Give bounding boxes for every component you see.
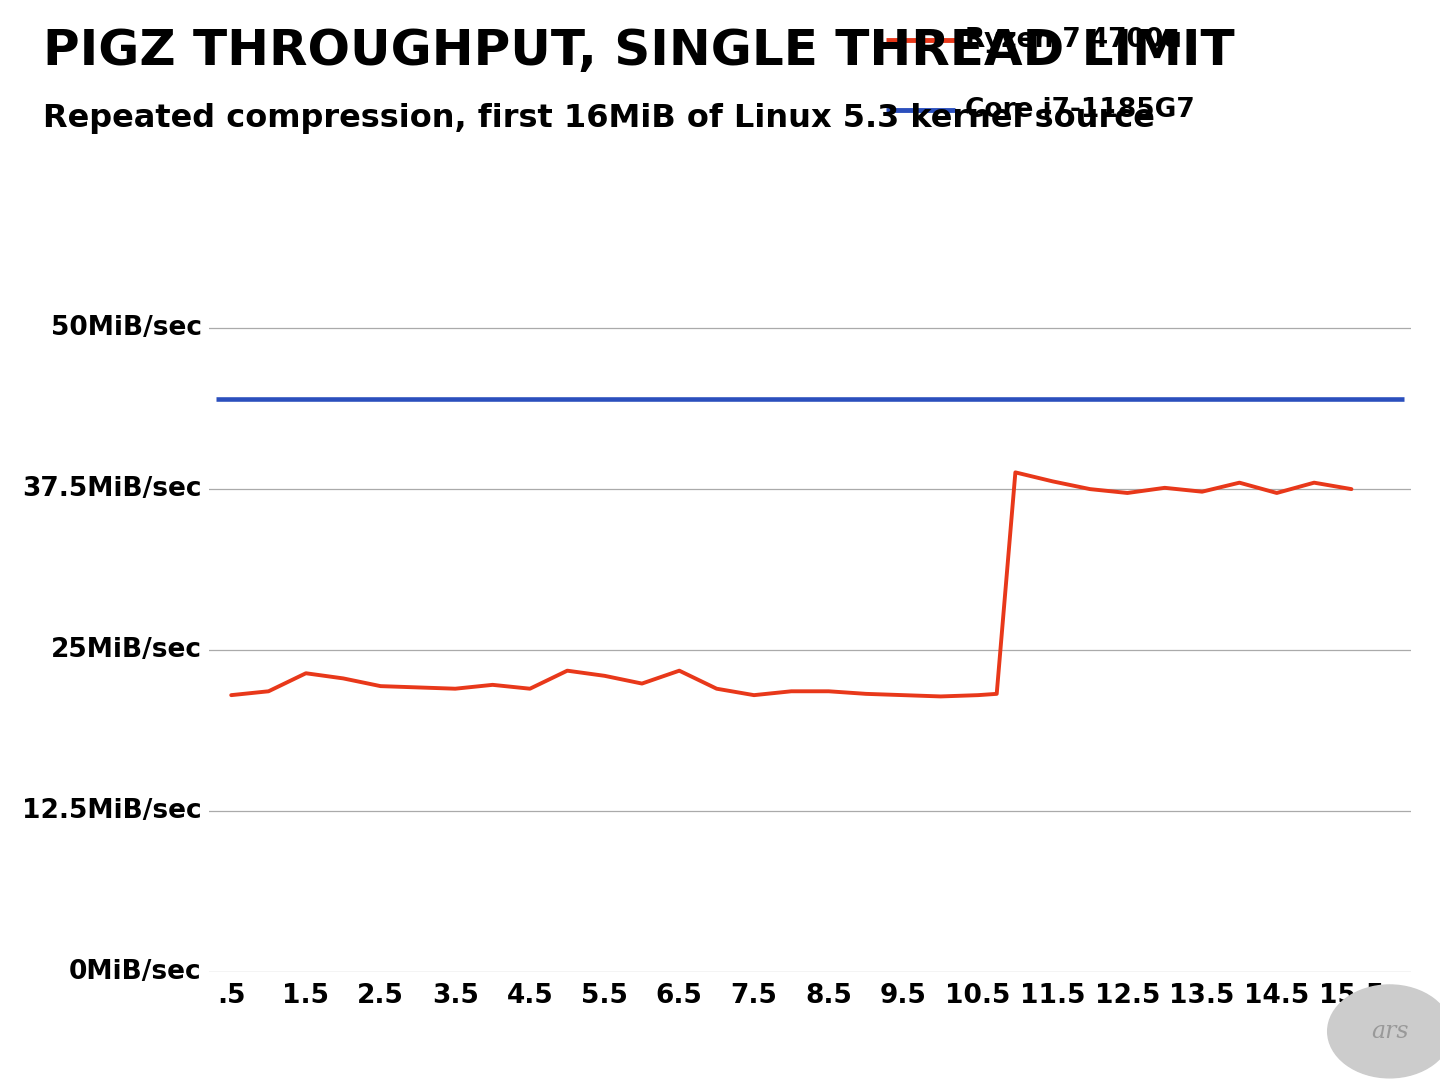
- Text: 25MiB/sec: 25MiB/sec: [50, 637, 202, 663]
- Text: Ryzen 7 4700u: Ryzen 7 4700u: [965, 27, 1182, 53]
- Text: 12.5MiB/sec: 12.5MiB/sec: [22, 798, 202, 824]
- Text: 37.5MiB/sec: 37.5MiB/sec: [22, 476, 202, 502]
- Text: PIGZ THROUGHPUT, SINGLE THREAD LIMIT: PIGZ THROUGHPUT, SINGLE THREAD LIMIT: [43, 27, 1236, 75]
- Text: Repeated compression, first 16MiB of Linux 5.3 kernel source: Repeated compression, first 16MiB of Lin…: [43, 103, 1155, 134]
- Text: 0MiB/sec: 0MiB/sec: [69, 959, 202, 985]
- Text: Core i7-1185G7: Core i7-1185G7: [965, 97, 1195, 123]
- Text: ars: ars: [1371, 1020, 1408, 1043]
- Text: 50MiB/sec: 50MiB/sec: [50, 315, 202, 341]
